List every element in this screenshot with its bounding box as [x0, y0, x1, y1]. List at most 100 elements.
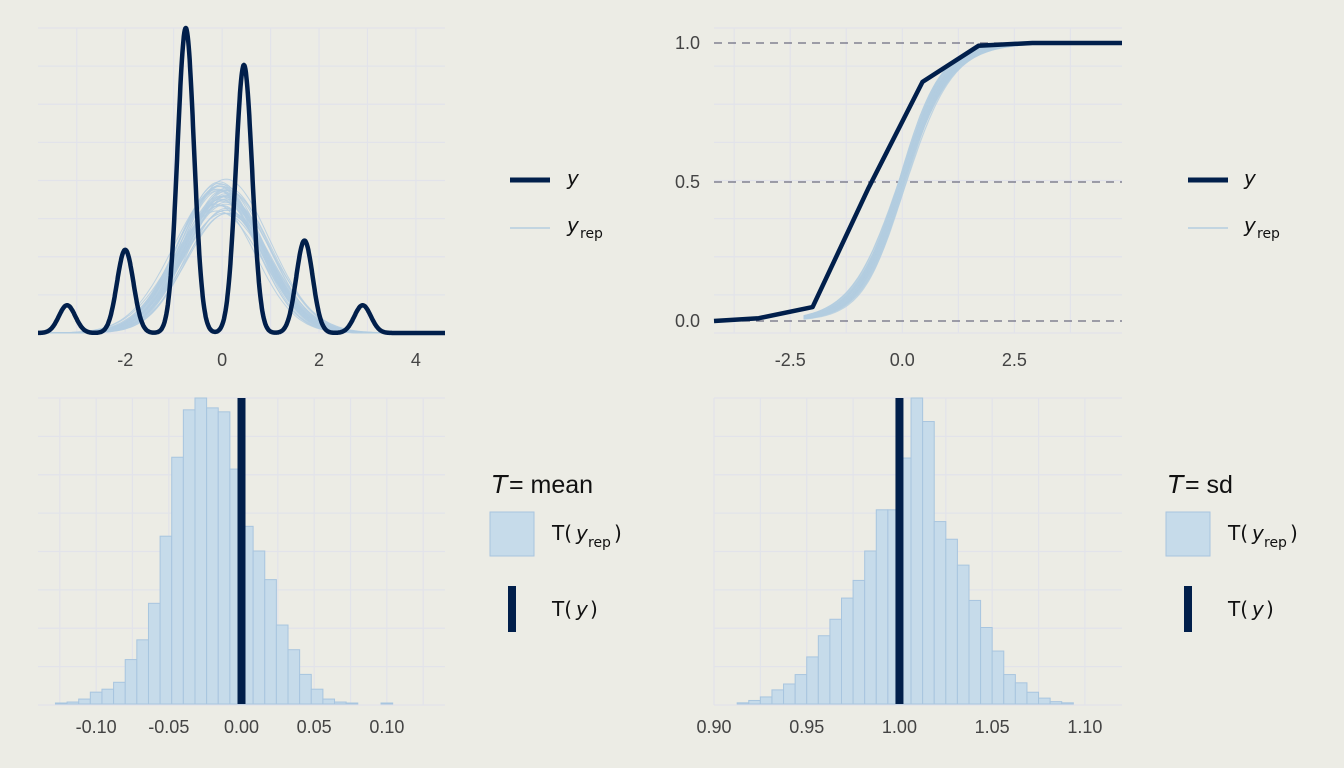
hist-bar — [852, 579, 866, 705]
hist-bar — [864, 550, 877, 705]
x-tick-label: 4 — [411, 350, 421, 370]
hist-bar — [817, 635, 831, 705]
x-tick-label: 0.00 — [224, 717, 259, 737]
hist-bar — [748, 699, 761, 705]
hist-bar — [794, 674, 808, 705]
hist-bar — [113, 681, 126, 705]
legend-label-sub: rep — [1264, 535, 1287, 551]
hist-bar — [922, 421, 935, 705]
legend-label-sub: rep — [588, 535, 611, 551]
yrep-ecdf-curve — [803, 42, 1055, 317]
hist-bar — [287, 649, 301, 705]
hist-bar — [89, 691, 103, 705]
hist-bar — [66, 701, 80, 705]
hist-bar — [910, 397, 924, 705]
y-tick-label: 0.0 — [675, 311, 700, 331]
hist-bar — [956, 564, 970, 705]
yrep-density-curve — [38, 205, 445, 334]
y-tick-label: 1.0 — [675, 33, 700, 53]
legend-label-pre: T( — [1227, 521, 1248, 545]
hist-bar — [124, 659, 138, 705]
y-ecdf-curve — [713, 40, 1122, 324]
yrep-density-curve — [38, 204, 445, 334]
ecdf-overlay-panel: -2.5 0.0 2.5 0.0 0.5 1.0 — [675, 27, 1122, 370]
hist-bar — [101, 688, 115, 705]
x-tick-label: 1.05 — [975, 717, 1010, 737]
yrep-ecdf-curve — [803, 42, 1055, 317]
y-density-curve — [36, 25, 447, 336]
legend-label-pre: T( — [551, 597, 572, 621]
yrep-density-curve — [38, 212, 445, 334]
x-tick-label: -2 — [117, 350, 133, 370]
hist-bar — [806, 656, 819, 705]
legend-label-post: ) — [1266, 597, 1274, 621]
x-tick-label: -2.5 — [775, 350, 806, 370]
hist-bar — [1026, 691, 1040, 705]
legend-key-ty — [1184, 586, 1192, 632]
hist-bar — [334, 701, 347, 705]
hist-bar — [159, 535, 173, 705]
hist-bar — [322, 698, 336, 705]
observed-stat-line — [895, 398, 904, 704]
hist-bar — [783, 683, 796, 705]
x-tick-label: 2 — [314, 350, 324, 370]
hist-bar — [875, 509, 889, 705]
legend-title-symbol: T — [492, 470, 509, 499]
yrep-ecdf-curve — [803, 42, 1055, 320]
x-tick-label: -0.05 — [148, 717, 189, 737]
hist-bar — [275, 624, 289, 705]
hist-bar — [841, 597, 854, 705]
legend-label-yrep: y — [1243, 213, 1257, 237]
legend-label-symbol: y — [575, 521, 589, 545]
hist-bar — [171, 456, 184, 705]
hist-bar — [54, 702, 68, 705]
hist-bar — [78, 698, 91, 705]
x-tick-label: 0.05 — [297, 717, 332, 737]
y-tick-label: 0.5 — [675, 172, 700, 192]
hist-bar — [736, 702, 750, 705]
observed-stat-line — [237, 398, 246, 704]
hist-bar — [991, 650, 1005, 705]
legend-label-y: y — [566, 166, 580, 190]
legend-label-post: ) — [1290, 521, 1298, 545]
legend-stat: T = sdT(y rep)T(y) — [1165, 470, 1298, 632]
yrep-density-curve — [38, 212, 445, 334]
hist-bar — [345, 702, 359, 705]
legend-label-pre: T( — [551, 521, 572, 545]
hist-bar — [771, 689, 785, 705]
stat-histogram-panel: 0.90 0.95 1.00 1.05 1.10 — [696, 397, 1122, 737]
hist-bar — [1061, 702, 1074, 705]
legend-label-pre: T( — [1227, 597, 1248, 621]
legend-key-ty — [508, 586, 516, 632]
hist-bar — [933, 521, 947, 705]
hist-bar — [980, 627, 993, 705]
hist-bar — [1038, 697, 1051, 705]
legend-label-symbol: y — [575, 597, 589, 621]
hist-bar — [1003, 674, 1016, 705]
hist-bar — [299, 673, 312, 705]
hist-bar — [252, 550, 266, 705]
hist-bar — [1049, 701, 1063, 705]
legend-label-yrep: y — [566, 213, 580, 237]
legend-label-yrep-sub: rep — [1257, 226, 1280, 242]
legend-key-trep — [1165, 511, 1211, 557]
yrep-ecdf-curve — [803, 42, 1055, 317]
hist-bar — [1014, 682, 1028, 705]
legend-title-text: = sd — [1185, 471, 1233, 499]
hist-bar — [217, 411, 231, 705]
yrep-ecdf-curve — [803, 42, 1055, 317]
hist-bar — [136, 639, 149, 705]
yrep-density-curve — [38, 212, 445, 334]
legend-label-y: y — [1243, 166, 1257, 190]
x-tick-label: 0.95 — [789, 717, 824, 737]
hist-bar — [829, 618, 843, 705]
legend-ecdf: yy rep — [1188, 166, 1280, 242]
hist-bar — [194, 397, 208, 705]
x-tick-label: 0.90 — [696, 717, 731, 737]
hist-bar — [945, 538, 958, 705]
legend-density: yy rep — [510, 166, 603, 242]
hist-bar — [147, 602, 161, 705]
yrep-density-curve — [38, 201, 445, 334]
hist-bar — [380, 702, 394, 705]
